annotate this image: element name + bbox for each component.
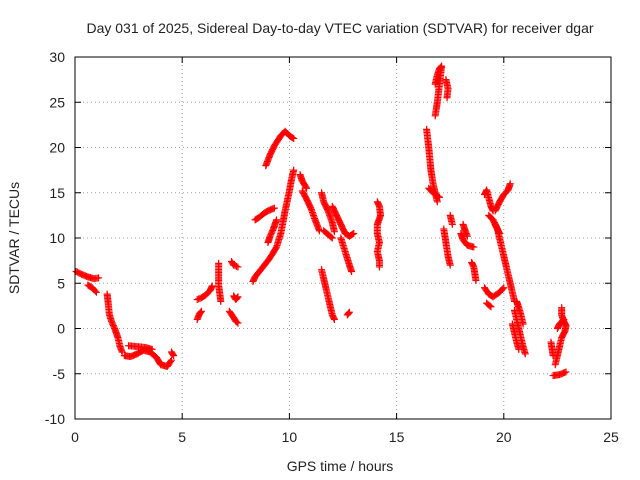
data-point [302, 183, 310, 191]
data-point [234, 319, 242, 327]
data-point [519, 320, 527, 328]
data-point [521, 350, 529, 358]
data-point [463, 232, 471, 240]
y-axis-label: SDTVAR / TECUs [6, 182, 22, 294]
data-point [167, 356, 175, 364]
y-tick-label: 20 [49, 140, 65, 156]
data-point [234, 293, 242, 301]
data-point [217, 297, 225, 305]
x-tick-label: 25 [603, 429, 619, 445]
data-point [487, 303, 495, 311]
data-point [270, 204, 278, 212]
data-point [208, 282, 216, 290]
data-point [345, 309, 353, 317]
data-point [499, 285, 507, 293]
y-tick-label: 5 [57, 275, 65, 291]
data-point [434, 192, 442, 200]
data-point [327, 233, 335, 241]
data-point [233, 262, 241, 270]
x-axis-label: GPS time / hours [287, 458, 394, 474]
data-point [486, 302, 494, 310]
chart-title: Day 031 of 2025, Sidereal Day-to-day VTE… [86, 20, 593, 36]
data-point [348, 267, 356, 275]
data-point [506, 180, 514, 188]
data-point [197, 308, 205, 316]
data-point [273, 216, 281, 224]
data-point [375, 263, 383, 271]
x-tick-label: 10 [282, 429, 298, 445]
data-point [446, 261, 454, 269]
data-point [350, 229, 358, 237]
data-point [148, 345, 156, 353]
data-point [233, 294, 241, 302]
data-point [344, 310, 352, 318]
data-point [496, 229, 504, 237]
y-tick-label: 0 [57, 321, 65, 337]
data-point [435, 193, 443, 201]
y-tick-label: 15 [49, 185, 65, 201]
x-tick-label: 20 [496, 429, 512, 445]
data-point [92, 288, 100, 296]
data-point [443, 94, 451, 102]
y-tick-label: -5 [53, 366, 66, 382]
data-point [558, 304, 566, 312]
data-point [167, 357, 175, 365]
data-point [234, 263, 242, 271]
data-point [233, 318, 241, 326]
data-point [290, 166, 298, 174]
data-point [560, 315, 568, 323]
data-point [197, 307, 205, 315]
data-point [349, 230, 357, 238]
data-point [95, 274, 103, 282]
x-tick-label: 5 [178, 429, 186, 445]
data-point [515, 345, 523, 353]
data-point [448, 220, 456, 228]
data-point [345, 308, 353, 316]
y-tick-label: 30 [49, 49, 65, 65]
data-point [303, 184, 311, 192]
axis-ticks: 0 5 10 15 20 25 -10 -5 0 5 10 15 20 25 30 [45, 49, 619, 445]
data-point [500, 284, 508, 292]
x-tick-label: 0 [71, 429, 79, 445]
data-point [470, 243, 478, 251]
data-point [289, 134, 297, 142]
x-tick-label: 15 [389, 429, 405, 445]
data-point [290, 134, 298, 142]
data-point [472, 277, 480, 285]
data-points [72, 62, 570, 380]
data-point [431, 112, 439, 120]
data-point [330, 228, 338, 236]
y-tick-label: 10 [49, 230, 65, 246]
data-point [170, 352, 178, 360]
data-point [169, 350, 177, 358]
data-point [328, 234, 336, 242]
data-point [559, 317, 567, 325]
data-point [562, 368, 570, 376]
data-point [330, 315, 338, 323]
data-point [118, 348, 126, 356]
y-tick-label: -10 [45, 411, 65, 427]
y-tick-label: 25 [49, 94, 65, 110]
data-point [91, 287, 99, 295]
data-point [433, 198, 441, 206]
